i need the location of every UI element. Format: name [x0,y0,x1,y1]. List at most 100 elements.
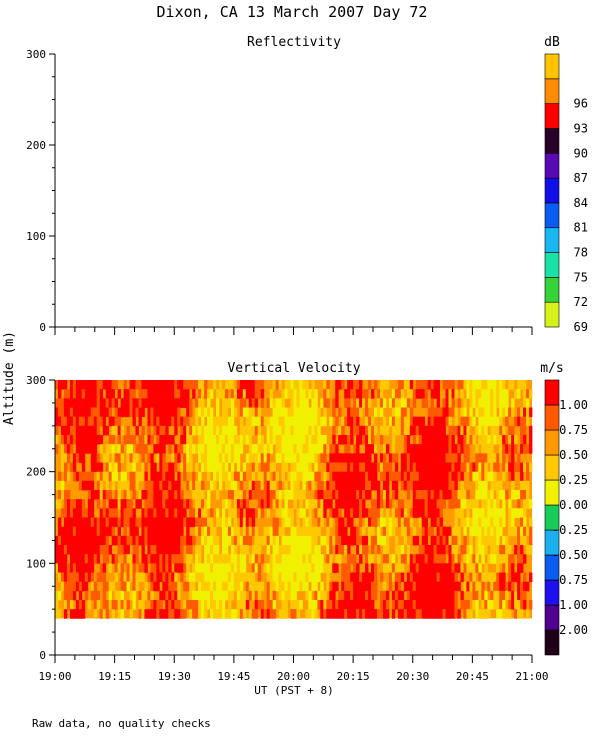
velocity-cell [138,563,142,573]
velocity-cell [460,471,464,482]
velocity-cell [245,453,250,463]
velocity-cell [198,499,202,509]
velocity-cell [93,526,98,537]
velocity-cell [272,554,277,564]
velocity-cell [514,609,518,619]
velocity-cell [475,380,479,390]
velocity-cell [397,517,402,528]
velocity-cell [353,600,357,610]
velocity-cell [466,554,470,564]
velocity-cell [499,517,503,528]
velocity-cell [379,499,384,509]
velocity-cell [332,398,336,408]
velocity-cell [281,545,285,555]
velocity-cell [159,398,163,408]
velocity-cell [278,572,282,583]
velocity-cell [463,380,467,390]
velocity-cell [99,535,104,546]
velocity-cell [526,444,530,454]
velocity-cell [299,471,303,482]
velocity-cell [284,389,288,399]
velocity-cell [365,590,369,601]
velocity-cell [221,517,226,528]
velocity-cell [156,554,160,564]
velocity-cell [153,545,157,555]
velocity-cell [427,563,432,573]
velocity-cell [60,380,65,390]
velocity-cell [72,499,77,509]
velocity-cell [463,453,467,463]
velocity-cell [454,490,458,500]
velocity-cell [376,508,381,518]
velocity-cell [186,600,190,610]
velocity-cell [487,572,491,583]
velocity-cell [213,380,217,390]
velocity-cell [433,462,437,473]
velocity-cell [186,416,190,427]
velocity-cell [260,554,265,564]
velocity-cell [126,581,130,592]
velocity-cell [138,416,142,427]
velocity-cell [251,590,256,601]
velocity-cell [430,444,435,454]
velocity-cell [230,407,235,418]
velocity-cell [451,499,455,509]
velocity-cell [371,435,375,445]
velocity-cell [198,600,202,610]
velocity-cell [120,609,124,619]
velocity-cell [499,600,503,610]
velocity-cell [123,480,127,491]
velocity-cell [490,453,494,463]
velocity-cell [141,545,145,555]
velocity-cell [263,499,268,509]
velocity-cell [350,407,354,418]
velocity-cell [385,526,390,537]
velocity-cell [347,508,351,518]
velocity-cell [90,389,95,399]
velocity-cell [320,416,324,427]
velocity-cell [156,471,160,482]
velocity-cell [60,435,65,445]
velocity-cell [105,526,110,537]
velocity-cell [353,389,357,399]
velocity-cell [332,490,336,500]
velocity-cell [463,581,467,592]
velocity-cell [248,526,253,537]
velocity-cell [382,581,387,592]
velocity-cell [183,453,187,463]
velocity-cell [153,609,157,619]
velocity-cell [177,380,181,390]
velocity-cell [368,425,372,436]
velocity-cell [469,609,473,619]
velocity-cell [418,462,423,473]
velocity-cell [490,526,494,537]
velocity-cell [284,499,288,509]
reflectivity-colorbar-segment [544,227,560,253]
velocity-cell [242,380,247,390]
velocity-cell [236,453,241,463]
velocity-cell [418,563,423,573]
velocity-cell [251,545,256,555]
velocity-cell [439,590,443,601]
velocity-cell [379,508,384,518]
velocity-cell [263,490,268,500]
velocity-cell [400,590,405,601]
velocity-cell [248,453,253,463]
velocity-cell [293,425,297,436]
velocity-cell [433,407,437,418]
velocity-cell [496,517,500,528]
velocity-cell [472,380,476,390]
velocity-cell [189,480,193,491]
velocity-cell [373,453,378,463]
velocity-cell [293,480,297,491]
velocity-cell [451,609,455,619]
velocity-cell [281,600,285,610]
velocity-cell [284,581,288,592]
velocity-cell [105,389,110,399]
velocity-cell [218,480,223,491]
velocity-cell [406,462,411,473]
velocity-colorbar-label: 0.50 [559,448,588,462]
velocity-cell [442,590,446,601]
velocity-cell [409,471,414,482]
velocity-cell [323,508,327,518]
